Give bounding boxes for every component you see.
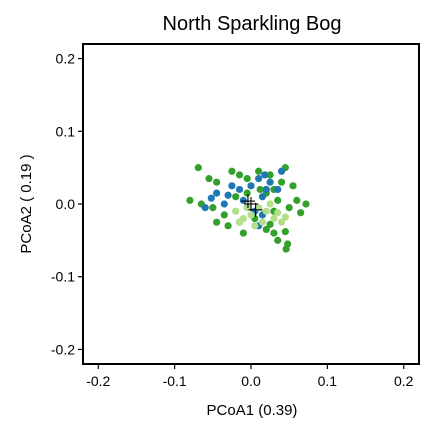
data-point [302,200,310,208]
data-point [201,204,209,212]
x-tick-label: 0.1 [318,373,338,389]
data-point [235,171,244,179]
y-tick-label: 0.1 [56,123,76,139]
data-point [205,174,213,183]
data-point [266,220,274,228]
data-point [289,182,297,190]
data-point [274,209,282,217]
data-point [228,182,236,190]
data-point [224,191,232,199]
data-point [255,167,263,175]
data-point [235,185,244,194]
data-point [213,178,221,186]
y-tick-label: -0.1 [51,269,75,285]
data-point [232,193,240,201]
data-point [277,218,286,226]
data-point [277,178,286,186]
data-point [220,211,228,219]
data-point [224,222,232,230]
data-point [270,214,278,223]
y-tick-label: 0.2 [56,51,76,67]
data-point [209,204,217,212]
data-point [251,222,259,230]
data-point [262,185,270,194]
data-point [285,204,293,212]
data-point [266,171,274,179]
x-tick-label: -0.2 [86,373,110,389]
data-point [213,189,221,197]
data-point [194,164,202,172]
y-axis: -0.2 -0.1 0.0 0.1 0.2 [51,51,83,357]
data-point [247,182,255,190]
data-point [274,196,282,204]
chart-title: North Sparkling Bog [163,13,342,35]
x-tick-label: 0.0 [241,373,261,389]
data-point [261,171,269,179]
data-point [258,193,267,201]
data-point [258,218,267,226]
data-point [262,225,270,234]
data-point [282,245,290,253]
data-point [255,174,263,183]
x-axis: -0.2 -0.1 0.0 0.1 0.2 [86,364,414,389]
data-point [274,236,282,244]
data-point [213,218,221,226]
data-point [277,167,286,175]
data-point [220,200,228,208]
centroid-layer [240,194,263,217]
data-point [281,213,289,221]
data-point [270,229,278,237]
data-point [207,194,215,202]
y-axis-title: PCoA2 ( 0.19 ) [18,154,35,253]
data-point [281,228,289,236]
x-axis-title: PCoA1 (0.39) [207,402,298,419]
data-point [274,185,282,194]
centroid-marker [244,197,258,211]
centroid-marker [240,194,255,209]
data-point [256,185,264,194]
data-point [247,211,255,219]
data-point [266,178,274,186]
data-point [297,209,305,217]
data-point [243,174,251,183]
x-tick-label: -0.1 [163,373,187,389]
data-point [239,196,247,204]
data-point [243,189,251,197]
data-point [186,196,194,204]
data-point [293,196,301,204]
data-point [266,200,274,208]
y-tick-label: 0.0 [56,196,76,212]
data-point [239,229,247,237]
data-point [235,218,244,226]
y-tick-label: -0.2 [51,341,75,357]
x-tick-label: 0.2 [394,373,414,389]
data-point [262,207,270,215]
data-point [228,167,236,175]
data-point [232,207,240,215]
points-layer [186,164,310,253]
